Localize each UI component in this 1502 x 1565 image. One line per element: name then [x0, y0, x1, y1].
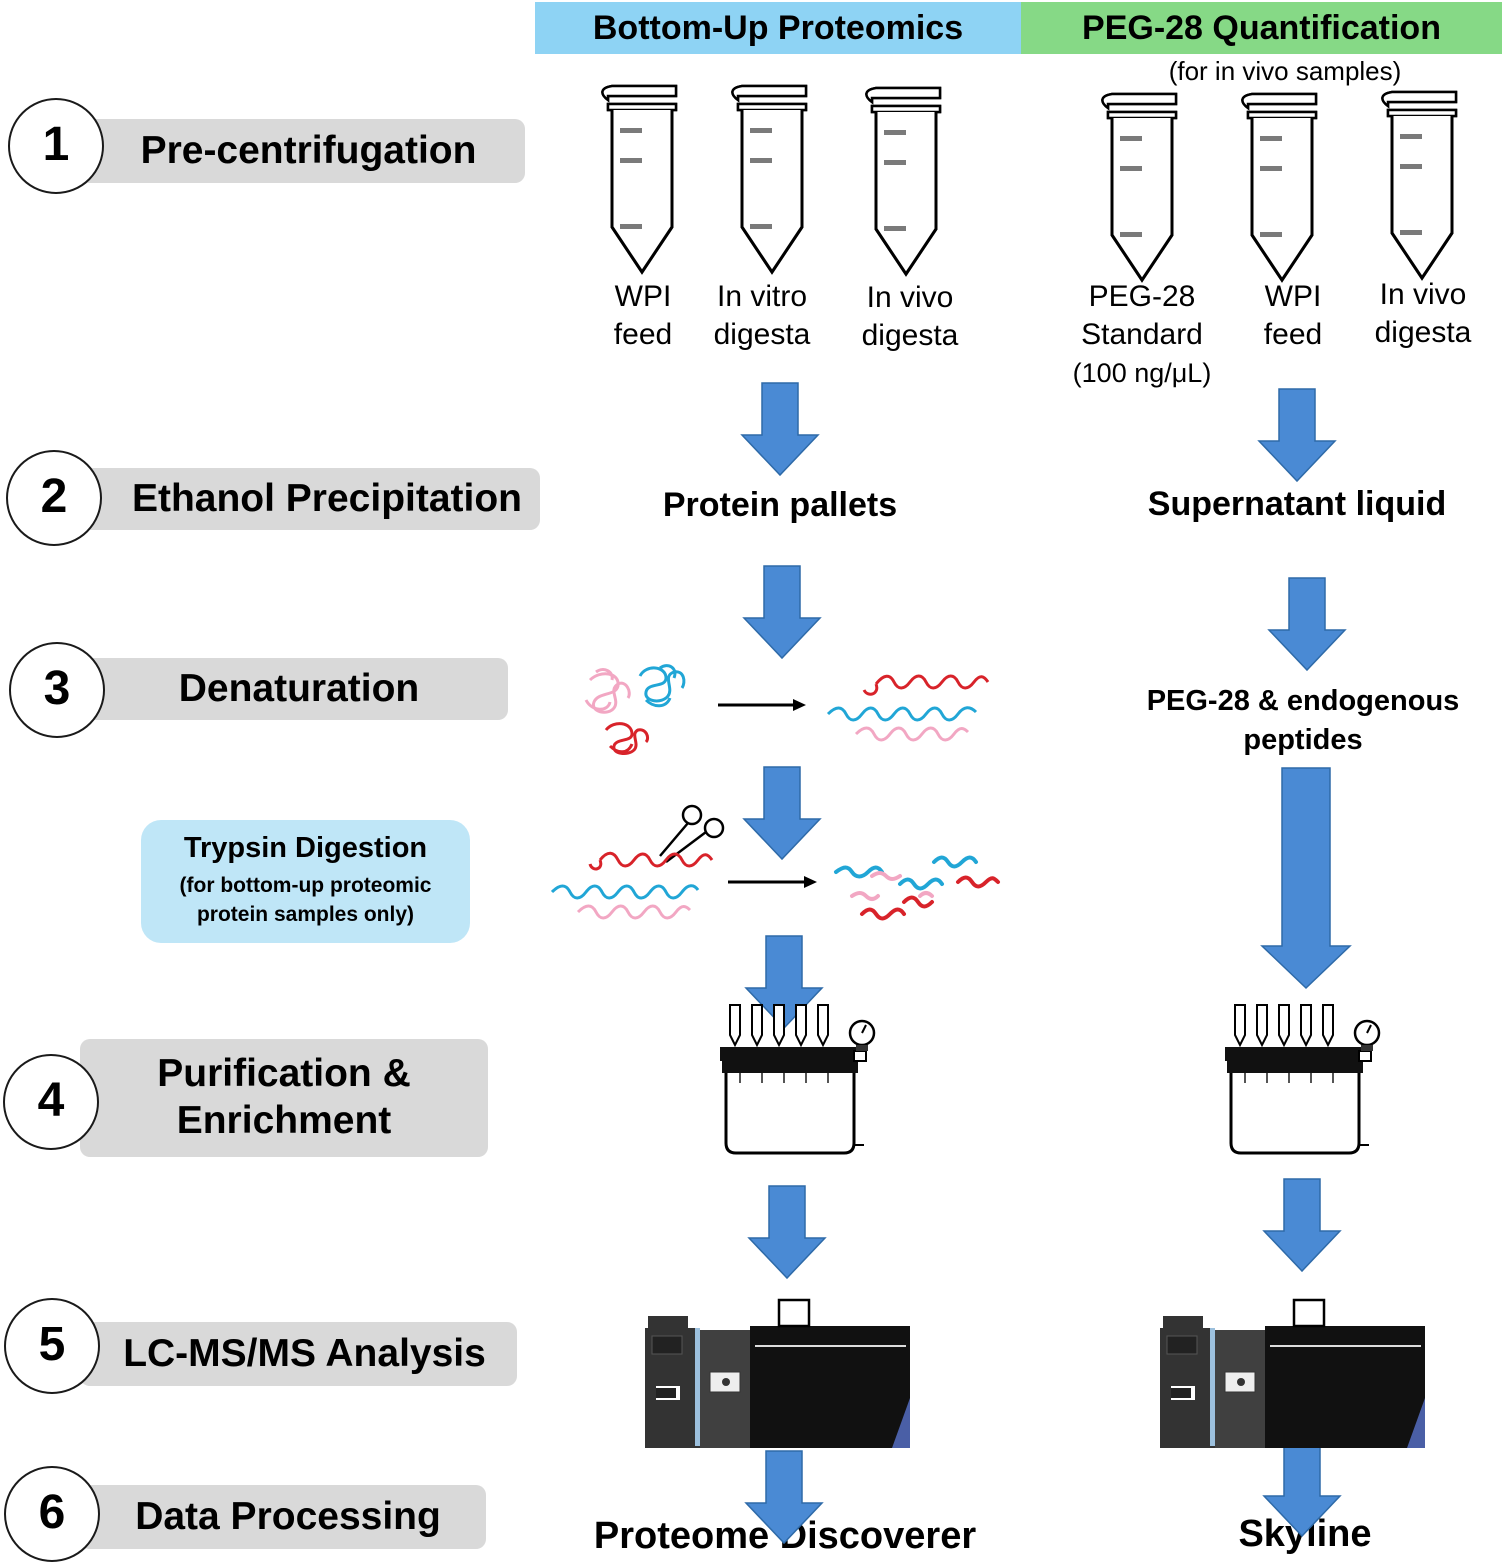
unfolded-proteins-trypsin-icon — [550, 851, 714, 920]
step-6-circle: 6 — [4, 1466, 100, 1562]
trypsin-note: (for bottom-up proteomic protein samples… — [179, 874, 432, 926]
peg-sample-2-label: WPI feed — [1233, 278, 1353, 354]
step-1-circle: 1 — [8, 98, 104, 194]
arrow-down-icon — [1258, 388, 1336, 482]
tube-peg-wpi-feed-icon — [1240, 92, 1318, 282]
denature-arrow-icon — [718, 699, 806, 711]
step-3-box: Denaturation — [80, 658, 508, 720]
peg-sample-3-line1: In vivo — [1379, 278, 1467, 311]
protein-pallets-label: Protein pallets — [662, 486, 898, 524]
spe-manifold-icon — [718, 1003, 876, 1155]
step-6-box: Data Processing — [80, 1485, 486, 1549]
arrow-down-icon — [1263, 1443, 1341, 1537]
scissors-icon — [659, 804, 725, 863]
arrow-down-icon — [741, 382, 819, 476]
folded-proteins-icon — [584, 664, 686, 755]
trypsin-digestion-box: Trypsin Digestion (for bottom-up proteom… — [141, 820, 470, 943]
supernatant-label: Supernatant liquid — [1147, 485, 1447, 523]
step-5-label: LC-MS/MS Analysis — [123, 1331, 486, 1375]
arrow-down-icon — [748, 1185, 826, 1279]
peg-sample-1-line2: Standard — [1081, 318, 1203, 351]
peg-sample-3-line2: digesta — [1374, 316, 1472, 349]
arrow-down-icon — [1268, 577, 1346, 671]
bu-sample-1-line1: WPI — [614, 280, 672, 313]
peg28-peptides-label: PEG-28 & endogenous peptides — [1146, 685, 1460, 756]
peg28-header-text: PEG-28 Quantification — [1082, 9, 1441, 47]
bottom-up-header-text: Bottom-Up Proteomics — [592, 9, 964, 47]
lc-ms-instrument-icon — [1158, 1298, 1427, 1450]
peg-sample-2-line1: WPI — [1264, 280, 1322, 313]
step-4-label: Purification & Enrichment — [157, 1052, 411, 1142]
bu-sample-3-line2: digesta — [861, 319, 959, 352]
step-4-box: Purification & Enrichment — [80, 1039, 488, 1157]
step-3-label: Denaturation — [178, 666, 420, 710]
tube-peg-in-vivo-digesta-icon — [1380, 90, 1458, 280]
peg-sample-2-line2: feed — [1263, 318, 1323, 351]
trypsin-title: Trypsin Digestion — [183, 832, 428, 864]
tube-peg28-standard-icon — [1100, 92, 1178, 282]
arrow-down-icon — [1263, 1178, 1341, 1272]
unfolded-proteins-icon — [826, 674, 990, 742]
step-1-box: Pre-centrifugation — [80, 119, 525, 183]
step-5-circle: 5 — [4, 1298, 100, 1394]
lc-ms-instrument-icon — [643, 1298, 912, 1450]
step-6-label: Data Processing — [135, 1494, 441, 1538]
bottom-up-header: Bottom-Up Proteomics — [535, 2, 1021, 54]
peg-sample-3-label: In vivo digesta — [1358, 276, 1488, 352]
tube-in-vivo-digesta-icon — [864, 86, 942, 276]
bu-sample-1-label: WPI feed — [583, 278, 703, 354]
peg28-header-note: (for in vivo samples) — [1168, 56, 1402, 86]
spe-manifold-icon — [1223, 1003, 1381, 1155]
step-2-box: Ethanol Precipitation — [80, 468, 540, 530]
peg-sample-1-label: PEG-28 Standard (100 ng/μL) — [1060, 278, 1224, 392]
arrow-down-icon — [743, 766, 821, 860]
step-4-circle: 4 — [3, 1054, 99, 1150]
bu-sample-2-line1: In vitro — [716, 280, 808, 313]
bu-sample-3-line1: In vivo — [866, 281, 954, 314]
bu-sample-3-label: In vivo digesta — [845, 279, 975, 355]
peg-sample-1-line3: (100 ng/μL) — [1072, 358, 1212, 388]
step-2-label: Ethanol Precipitation — [131, 476, 523, 520]
arrow-down-icon — [743, 565, 821, 659]
step-2-circle: 2 — [6, 450, 102, 546]
tube-in-vitro-digesta-icon — [730, 84, 808, 274]
bu-sample-1-line2: feed — [613, 318, 673, 351]
bu-sample-2-line2: digesta — [713, 318, 811, 351]
step-1-label: Pre-centrifugation — [140, 128, 477, 172]
tube-wpi-feed-icon — [600, 84, 678, 274]
peg28-header: PEG-28 Quantification — [1021, 2, 1502, 54]
peg-sample-1-line1: PEG-28 — [1088, 280, 1196, 313]
arrow-down-icon — [745, 1450, 823, 1544]
bu-sample-2-label: In vitro digesta — [697, 278, 827, 354]
step-5-box: LC-MS/MS Analysis — [80, 1322, 517, 1386]
long-arrow-down-icon — [1260, 767, 1352, 990]
peptides-icon — [834, 855, 1000, 921]
digest-arrow-icon — [728, 876, 817, 888]
step-3-circle: 3 — [9, 642, 105, 738]
